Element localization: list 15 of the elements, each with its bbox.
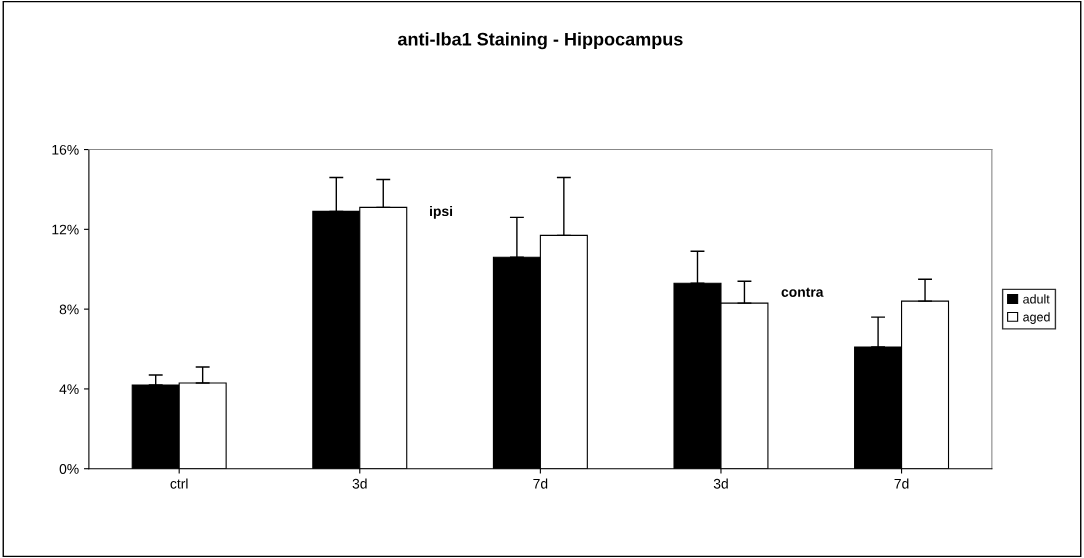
y-tick-label: 0% <box>59 464 79 474</box>
chart-title: anti-Iba1 Staining - Hippocampus <box>397 32 683 50</box>
annotation: contra <box>781 287 824 297</box>
legend-label: aged <box>1023 312 1050 324</box>
y-tick-label: 12% <box>52 224 79 235</box>
x-tick-label: 3d <box>713 478 728 489</box>
x-tick-label: ctrl <box>170 478 188 489</box>
x-tick-label: 3d <box>352 478 367 489</box>
annotation: ipsi <box>430 205 453 219</box>
x-tick-label: 7d <box>894 478 909 489</box>
y-tick-label: 4% <box>59 384 79 395</box>
x-tick-label: 7d <box>533 478 548 489</box>
y-tick-label: 16% <box>52 144 79 155</box>
y-tick-label: 8% <box>59 304 79 315</box>
legend-label: adult <box>1023 294 1050 304</box>
